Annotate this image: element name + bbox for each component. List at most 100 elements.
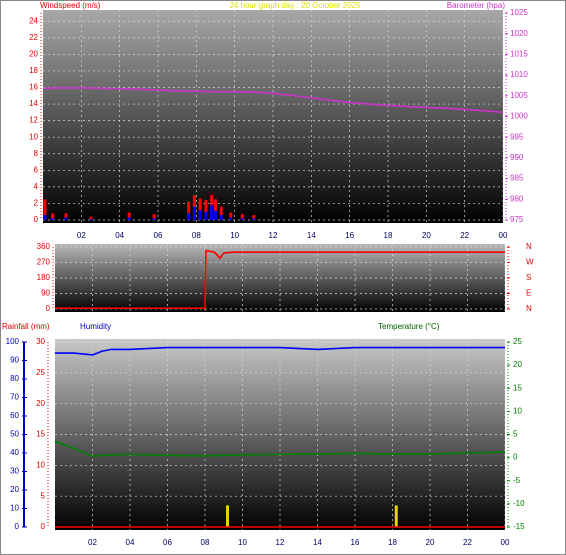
y-tick-label: 180 [37, 273, 51, 282]
bar [219, 215, 223, 220]
y2-tick-label: 985 [510, 174, 524, 183]
y2-tick-label: 1020 [510, 29, 528, 38]
bar [214, 210, 217, 220]
x-tick-label: 06 [163, 538, 172, 547]
y-tick-label: 4 [34, 182, 39, 191]
y3-tick-label: 10 [10, 504, 19, 513]
y-tick-label: 360 [37, 242, 51, 251]
y-tick-label: 0 [34, 215, 39, 224]
y2-tick-label: 15 [513, 383, 522, 392]
x-tick-label: 10 [230, 231, 239, 240]
x-tick-label: 18 [384, 231, 393, 240]
y3-axis-label: Humidity [80, 322, 111, 331]
bar [214, 199, 217, 220]
y2-tick-label: 980 [510, 194, 524, 203]
y-tick-label: 8 [34, 149, 39, 158]
bar [192, 206, 196, 220]
x-tick-label: 06 [154, 231, 163, 240]
y2-tick-label: 1000 [510, 112, 528, 121]
y2-tick-label: 1010 [510, 70, 528, 79]
y3-tick-label: 60 [10, 411, 19, 420]
bar [198, 198, 202, 220]
bar [229, 217, 233, 220]
x-tick-label: 04 [126, 538, 135, 547]
y2-tick-label: -10 [513, 499, 525, 508]
bar [204, 200, 208, 220]
y2-tick-label: 990 [510, 153, 524, 162]
y3-tick-label: 20 [10, 485, 19, 494]
bar [210, 205, 214, 220]
bar [152, 214, 156, 220]
y-tick-label: 22 [29, 33, 38, 42]
bar [187, 213, 191, 220]
bar [240, 218, 244, 220]
x-tick-label: 08 [192, 231, 201, 240]
x-tick-label: 04 [115, 231, 124, 240]
y2-tick-label: 5 [513, 430, 518, 439]
line [55, 249, 505, 309]
y3-tick-label: 90 [10, 356, 19, 365]
x-tick-label: 16 [345, 231, 354, 240]
bar [187, 201, 191, 220]
bar [252, 215, 256, 220]
x-tick-label: 16 [351, 538, 360, 547]
bar [51, 213, 55, 220]
x-tick-label: 14 [307, 231, 316, 240]
bar [226, 505, 229, 527]
y2-tick-label: 1025 [510, 8, 528, 17]
y2-tick-label: -5 [513, 476, 521, 485]
y-tick-label: 30 [36, 337, 45, 346]
line [42, 87, 504, 114]
y2-tick-label: 0 [513, 453, 518, 462]
x-tick-label: 02 [77, 231, 86, 240]
y2-axis-label: Temperature (°C) [378, 322, 440, 331]
y-tick-label: 20 [36, 399, 45, 408]
bar [43, 215, 47, 220]
y-tick-label: 15 [36, 430, 45, 439]
y2-tick-label: 1015 [510, 50, 528, 59]
bar [89, 219, 93, 220]
chart-title: 24 hour graph day : 20 October 2025 [229, 1, 361, 10]
y2-tick-label: 1005 [510, 91, 528, 100]
y-tick-label: 2 [34, 199, 39, 208]
x-tick-label: 22 [460, 231, 469, 240]
y3-tick-label: 80 [10, 374, 19, 383]
x-tick-label: 20 [422, 231, 431, 240]
y-tick-label: 12 [29, 116, 38, 125]
y-tick-label: 5 [41, 491, 46, 500]
x-tick-label: 22 [463, 538, 472, 547]
bar [219, 206, 223, 220]
y2-tick-label: 995 [510, 132, 524, 141]
y-tick-label: 270 [37, 258, 51, 267]
y2-tick-label: N [526, 304, 532, 313]
bar [198, 210, 202, 220]
y-tick-label: 18 [29, 66, 38, 75]
bar [204, 211, 208, 220]
bar [394, 505, 398, 527]
y2-tick-label: 975 [510, 215, 524, 224]
y2-tick-label: 25 [513, 337, 522, 346]
bar [229, 212, 233, 220]
x-tick-label: 12 [276, 538, 285, 547]
line [55, 346, 505, 356]
bar [240, 214, 244, 220]
bar [64, 213, 68, 220]
y-tick-label: 24 [29, 16, 38, 25]
y2-tick-label: E [526, 289, 531, 298]
y-tick-label: 25 [36, 368, 45, 377]
y2-tick-label: -15 [513, 522, 525, 531]
y-tick-label: 10 [36, 460, 45, 469]
y3-tick-label: 100 [6, 337, 20, 346]
bar [152, 218, 156, 220]
y3-tick-label: 70 [10, 393, 19, 402]
y-tick-label: 10 [29, 132, 38, 141]
y3-tick-label: 30 [10, 467, 19, 476]
bar [127, 212, 131, 220]
y-tick-label: 20 [29, 50, 38, 59]
y-tick-label: 6 [34, 165, 39, 174]
y-tick-label: 14 [29, 99, 38, 108]
y2-axis-label: Barometer (hpa) [447, 1, 506, 10]
y-axis-label: Windspeed (m/s) [40, 1, 101, 10]
y2-tick-label: 10 [513, 406, 522, 415]
